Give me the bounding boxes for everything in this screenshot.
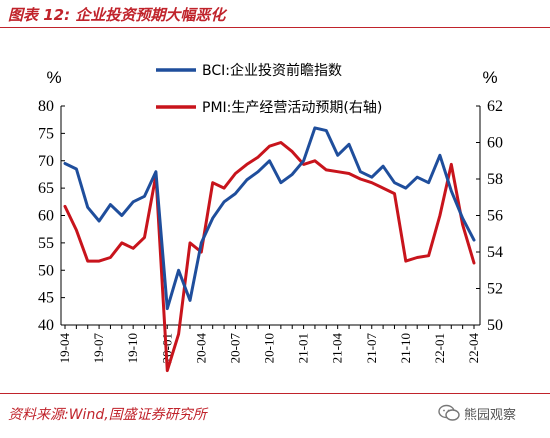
- wechat-icon: [438, 404, 460, 421]
- chart-axes: [60, 106, 481, 326]
- y-right-tick-label: 54: [487, 244, 503, 261]
- y-right-tick-label: 60: [487, 135, 503, 152]
- x-tick-label: 20-07: [227, 333, 242, 364]
- x-tick-label: 19-04: [57, 333, 72, 364]
- y-right-tick-label: 50: [487, 317, 503, 334]
- x-tick-label: 21-07: [364, 333, 379, 364]
- chart-ticks: 40 45 50 55 60 65 70 75 80 50 52 54 56 58 60 62% % 19-04 1…: [38, 68, 503, 363]
- y-left-tick-label: 40: [38, 317, 54, 334]
- y-right-tick-label: 52: [487, 281, 503, 298]
- series-line-pmi: [63, 141, 476, 373]
- y-left-tick-label: 60: [38, 208, 54, 225]
- source-note: 资料来源:Wind,国盛证券研究所: [8, 407, 207, 423]
- chart-lines: [63, 126, 476, 373]
- y-right-tick-label: 56: [487, 208, 503, 225]
- legend-label-pmi: PMI:生产经营活动预期(右轴): [202, 100, 382, 116]
- watermark-label: 熊园观察: [464, 407, 517, 423]
- y-right-unit: %: [482, 68, 497, 87]
- y-left-tick-label: 50: [38, 262, 54, 279]
- series-line-bci: [63, 126, 476, 311]
- x-tick-label: 21-04: [330, 333, 345, 364]
- x-tick-label: 21-01: [296, 333, 311, 363]
- y-right-tick-label: 58: [487, 171, 503, 188]
- y-left-tick-label: 45: [38, 290, 54, 307]
- y-left-tick-label: 70: [38, 153, 54, 170]
- title-rule: [0, 27, 550, 28]
- y-left-tick-label: 75: [38, 125, 54, 142]
- y-left-tick-label: 55: [38, 235, 54, 252]
- x-tick-label: 20-04: [193, 333, 208, 364]
- y-right-tick-label: 62: [487, 98, 503, 115]
- x-tick-label: 21-10: [398, 333, 413, 363]
- legend-label-bci: BCI:企业投资前瞻指数: [202, 62, 342, 79]
- chart: 40 45 50 55 60 65 70 75 80 50 52 54 56 58 60 62% % 19-04 1…: [38, 62, 503, 373]
- x-tick-label: 19-10: [125, 333, 140, 363]
- watermark: 熊园观察: [438, 400, 516, 426]
- y-left-unit: %: [46, 68, 61, 87]
- chart-legend: BCI:企业投资前瞻指数 PMI:生产经营活动预期(右轴): [156, 62, 382, 116]
- x-tick-label: 19-07: [91, 333, 106, 364]
- figure-title: 图表 12: 企业投资预期大幅恶化: [8, 6, 226, 24]
- x-tick-label: 22-04: [466, 333, 481, 364]
- footer-rule: [0, 393, 550, 394]
- y-left-tick-label: 65: [38, 180, 54, 197]
- y-left-tick-label: 80: [38, 98, 54, 115]
- x-tick-label: 22-01: [432, 333, 447, 363]
- x-tick-label: 20-10: [262, 333, 277, 363]
